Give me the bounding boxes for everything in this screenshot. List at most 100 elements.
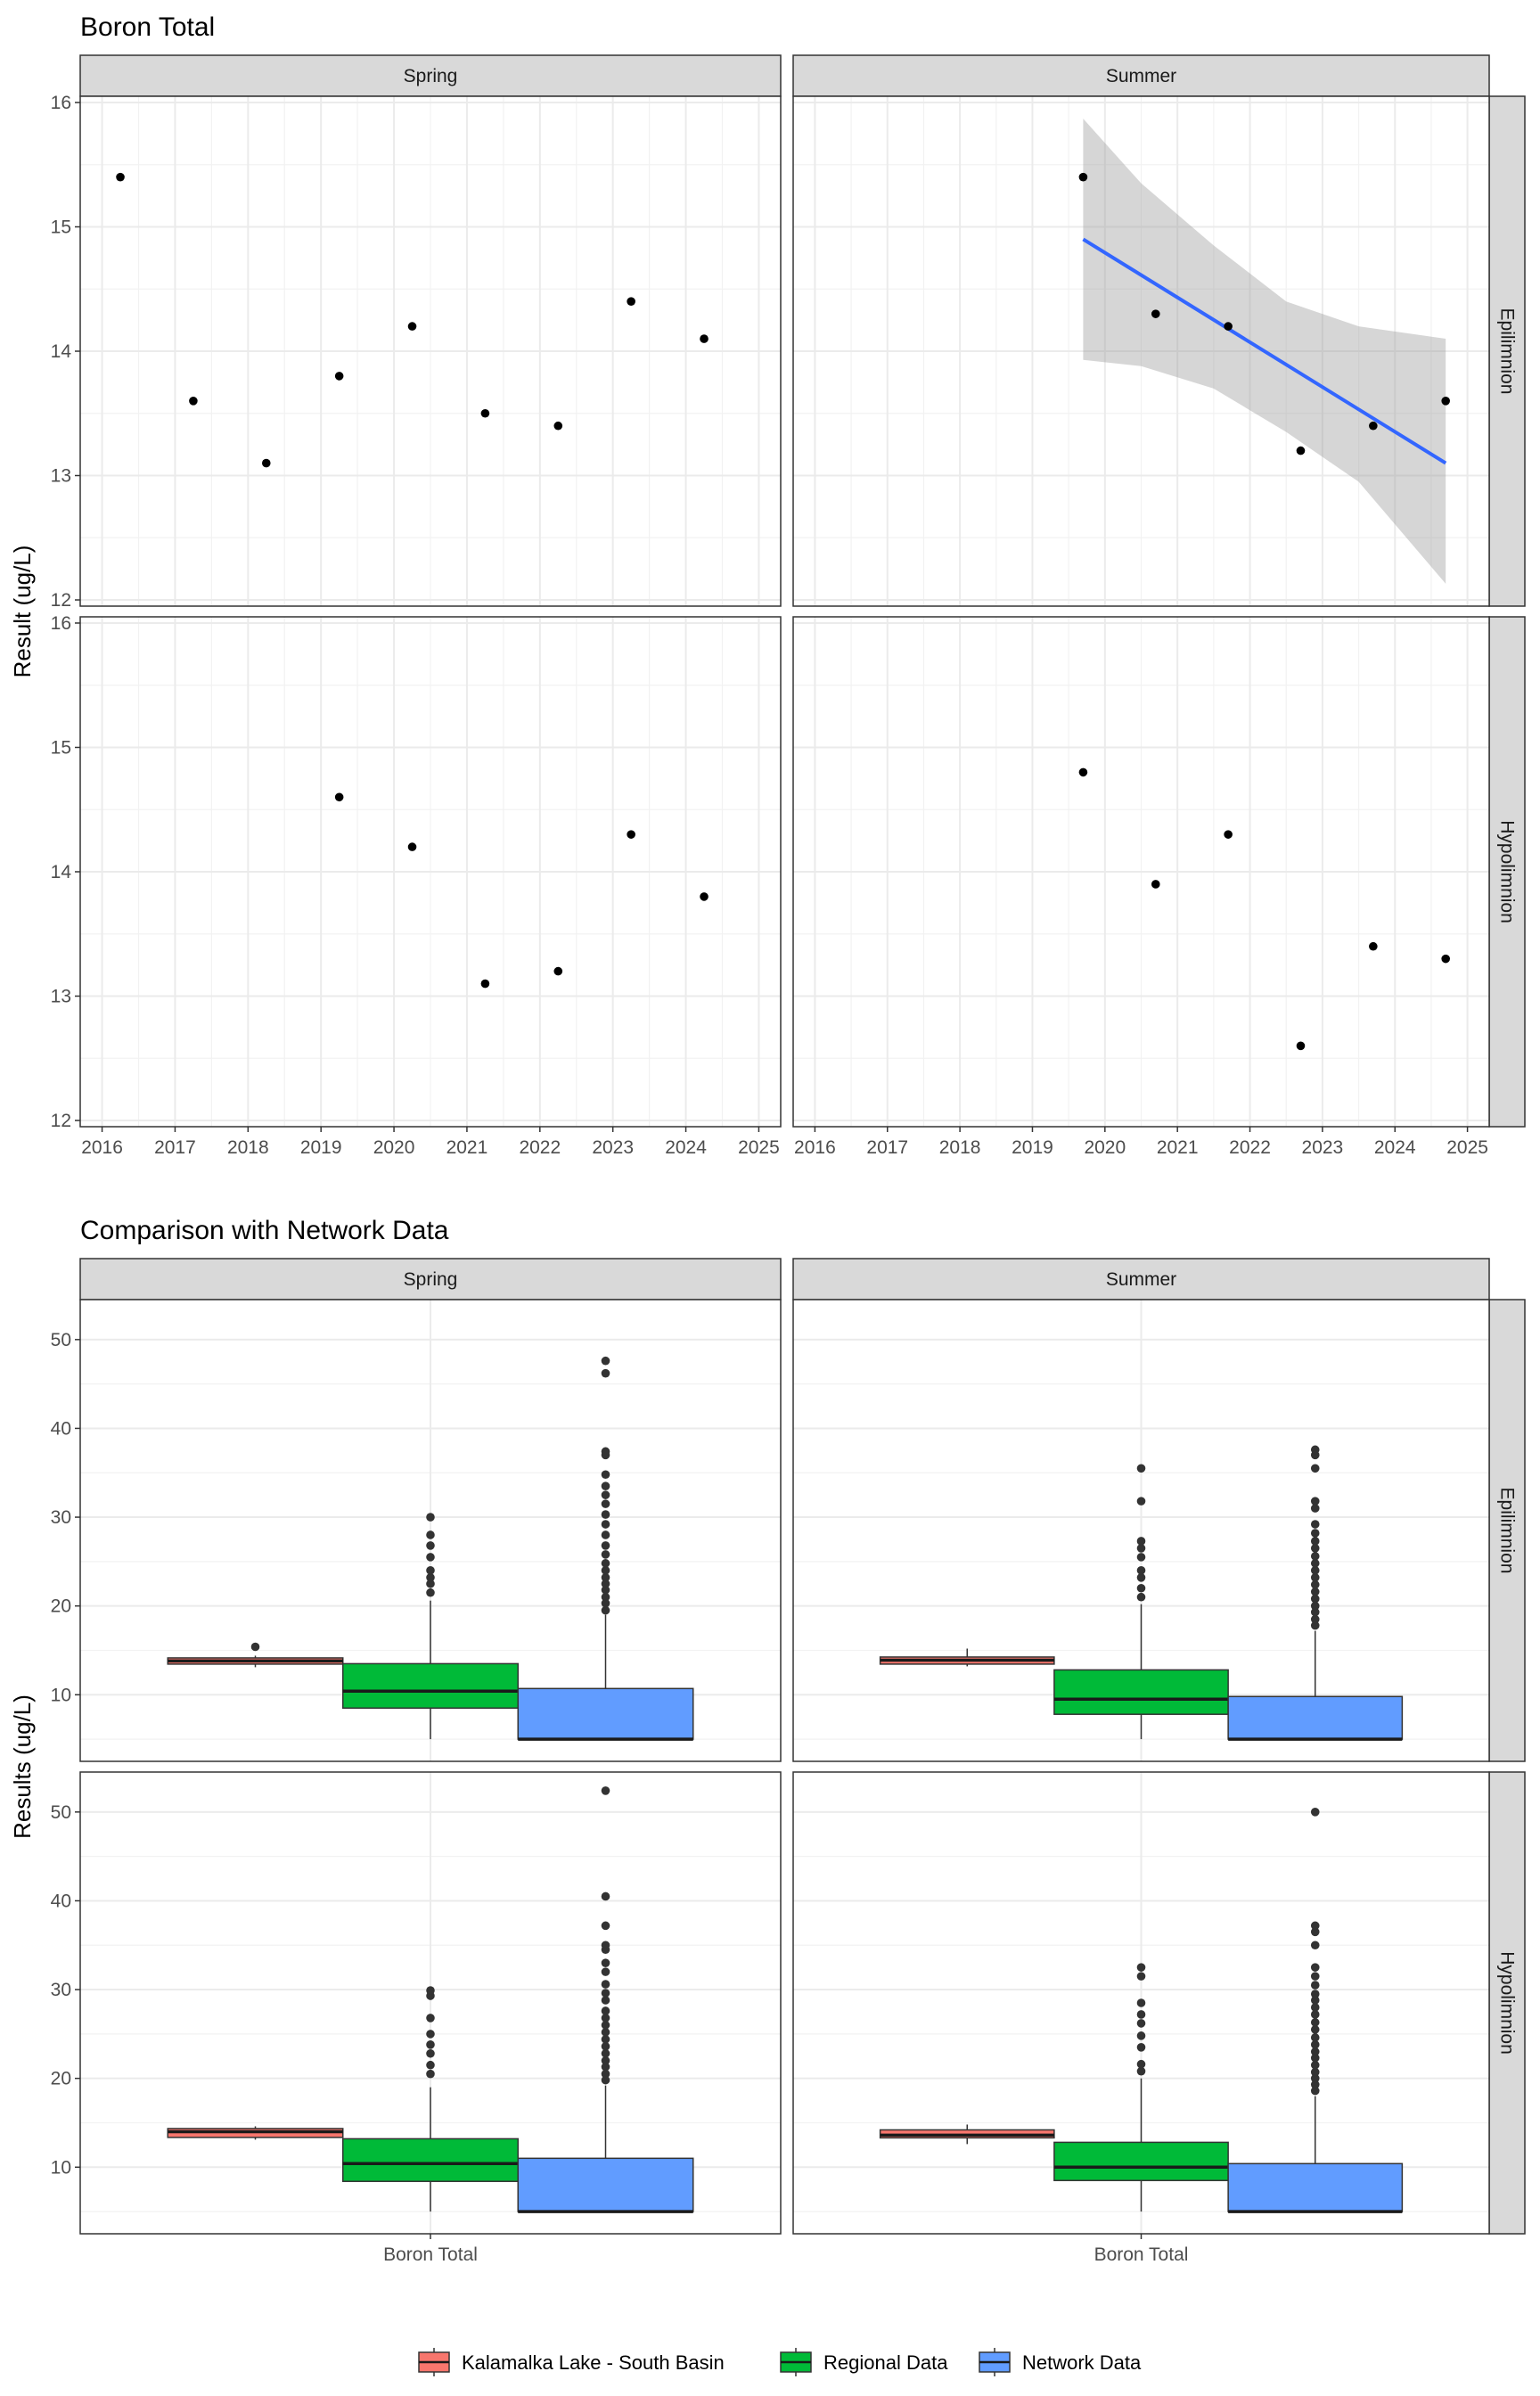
x-tick-label: 2025 xyxy=(738,1137,780,1158)
strip-summer xyxy=(792,54,1490,97)
data-point xyxy=(334,792,344,802)
box-kalamalka-lake-south-basin xyxy=(879,2124,1055,2145)
legend: Kalamalka Lake - South Basin Regional Dat… xyxy=(418,2348,1142,2376)
outlier-point xyxy=(1310,1544,1320,1553)
outlier-point xyxy=(601,1598,610,1608)
outlier-point xyxy=(1310,2086,1320,2096)
outlier-point xyxy=(426,1588,435,1597)
outlier-point xyxy=(426,1566,435,1575)
outlier-point xyxy=(1136,1464,1146,1473)
strip-label-spring: Spring xyxy=(404,1269,458,1290)
outlier-point xyxy=(1310,1504,1320,1513)
outlier-point xyxy=(1136,1544,1146,1553)
strip-label-summer: Summer xyxy=(1106,1269,1176,1290)
data-point xyxy=(1151,309,1160,318)
outlier-point xyxy=(1136,2066,1146,2076)
panel-spring-epilimnion xyxy=(79,1299,782,1762)
x-tick-label: Boron Total xyxy=(1094,2244,1189,2265)
outlier-point xyxy=(601,1559,610,1568)
strip-label-epilimnion: Epilimnion xyxy=(1497,308,1518,395)
outlier-point xyxy=(1310,1921,1320,1931)
x-tick-label: 2019 xyxy=(300,1137,342,1158)
outlier-point xyxy=(1310,1972,1320,1981)
outlier-point xyxy=(601,1891,610,1901)
outlier-point xyxy=(426,1553,435,1562)
data-point xyxy=(1369,421,1378,431)
x-tick-label: 2021 xyxy=(1157,1137,1199,1158)
strip-label-hypolimnion: Hypolimnion xyxy=(1497,1951,1518,2055)
strip-epilimnion xyxy=(1488,1299,1526,1762)
outlier-point xyxy=(1310,1941,1320,1950)
box-regional-data xyxy=(342,1986,519,2212)
outlier-point xyxy=(601,1510,610,1519)
x-tick-label: 2016 xyxy=(81,1137,123,1158)
y-tick-label: 14 xyxy=(51,341,72,362)
outlier-point xyxy=(1310,1580,1320,1589)
outlier-point xyxy=(601,1941,610,1950)
y-tick-label: 20 xyxy=(51,2069,71,2089)
outlier-point xyxy=(1310,2010,1320,2019)
outlier-point xyxy=(1310,1808,1320,1817)
data-point xyxy=(116,172,125,182)
strip-label-hypolimnion: Hypolimnion xyxy=(1497,820,1518,923)
box-network-data xyxy=(517,1356,694,1741)
strip-label-epilimnion: Epilimnion xyxy=(1497,1488,1518,1574)
data-point xyxy=(1078,172,1088,182)
outlier-point xyxy=(601,2042,610,2051)
data-point xyxy=(553,966,563,976)
outlier-point xyxy=(1136,2043,1146,2052)
y-tick-label: 14 xyxy=(51,862,72,882)
x-tick-label: 2019 xyxy=(1012,1137,1053,1158)
y-tick-label: 13 xyxy=(51,466,71,487)
box-body xyxy=(1053,2141,1229,2181)
outlier-point xyxy=(1310,2018,1320,2027)
x-tick-label: 2023 xyxy=(592,1137,634,1158)
box-body xyxy=(517,1687,694,1740)
panel-spring-hypolimnion xyxy=(79,616,782,1128)
box-regional-data xyxy=(1053,1464,1229,1740)
legend-label: Network Data xyxy=(1022,2351,1142,2374)
outlier-point xyxy=(1310,1621,1320,1630)
legend-item: Kalamalka Lake - South Basin xyxy=(418,2348,725,2376)
outlier-point xyxy=(1136,2031,1146,2040)
outlier-point xyxy=(601,2069,610,2079)
data-point xyxy=(553,421,563,431)
data-point xyxy=(480,408,490,418)
outlier-point xyxy=(1136,2059,1146,2069)
chart-title: Comparison with Network Data xyxy=(80,1216,449,1245)
outlier-point xyxy=(601,1989,610,1998)
outlier-point xyxy=(601,2014,610,2023)
x-tick-label: 2016 xyxy=(794,1137,836,1158)
y-tick-label: 13 xyxy=(51,987,71,1007)
strip-spring xyxy=(79,1258,782,1301)
outlier-point xyxy=(1310,2080,1320,2089)
panel-border xyxy=(792,95,1490,607)
outlier-point xyxy=(601,1967,610,1976)
outlier-point xyxy=(601,1530,610,1539)
outlier-point xyxy=(601,1980,610,1989)
outlier-point xyxy=(601,1447,610,1456)
outlier-point xyxy=(1310,1572,1320,1582)
outlier-point xyxy=(1310,1996,1320,2005)
x-tick-label: Boron Total xyxy=(383,2244,478,2265)
outlier-point xyxy=(1310,2067,1320,2077)
outlier-point xyxy=(601,2062,610,2072)
data-point xyxy=(700,334,709,343)
y-tick-label: 12 xyxy=(51,1111,71,1131)
box-kalamalka-lake-south-basin xyxy=(879,1648,1055,1667)
y-axis-title: Result (ug/L) xyxy=(9,546,36,678)
panel-border xyxy=(792,616,1490,1128)
outlier-point xyxy=(426,1579,435,1588)
x-tick-label: 2021 xyxy=(446,1137,488,1158)
outlier-point xyxy=(1310,1529,1320,1538)
outlier-point xyxy=(426,2060,435,2070)
y-tick-label: 50 xyxy=(51,1330,71,1350)
y-tick-label: 15 xyxy=(51,737,71,758)
outlier-point xyxy=(601,1605,610,1615)
panel-summer-hypolimnion xyxy=(792,616,1490,1128)
legend-item: Network Data xyxy=(979,2348,1142,2376)
data-point xyxy=(480,979,490,989)
outlier-point xyxy=(1136,1537,1146,1546)
outlier-point xyxy=(426,1541,435,1550)
